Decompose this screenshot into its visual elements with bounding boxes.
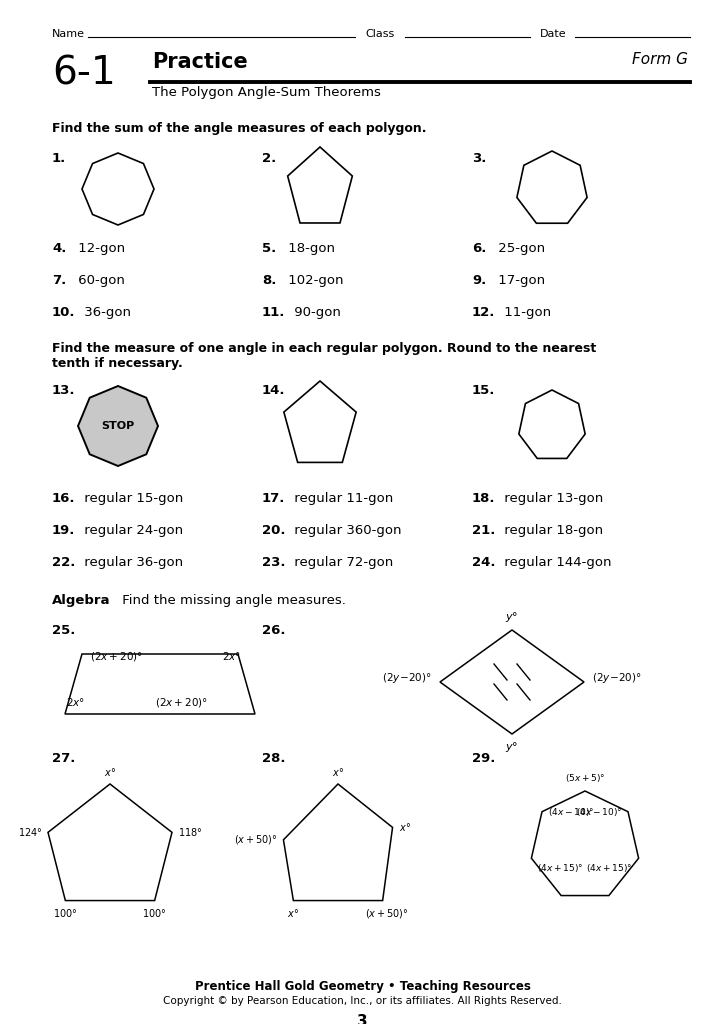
Text: Find the measure of one angle in each regular polygon. Round to the nearest
tent: Find the measure of one angle in each re… bbox=[52, 342, 596, 370]
Text: regular 15-gon: regular 15-gon bbox=[80, 492, 183, 505]
Polygon shape bbox=[517, 151, 587, 223]
Text: 36-gon: 36-gon bbox=[80, 306, 131, 319]
Text: $118°$: $118°$ bbox=[178, 826, 202, 839]
Text: 9.: 9. bbox=[472, 274, 486, 287]
Text: Class: Class bbox=[365, 29, 394, 39]
Text: 12.: 12. bbox=[472, 306, 495, 319]
Text: 4.: 4. bbox=[52, 242, 67, 255]
Text: 16.: 16. bbox=[52, 492, 75, 505]
Text: $(4x-10)°$: $(4x-10)°$ bbox=[576, 806, 622, 818]
Text: $2x°$: $2x°$ bbox=[222, 650, 241, 662]
Text: Prentice Hall Gold Geometry • Teaching Resources: Prentice Hall Gold Geometry • Teaching R… bbox=[194, 980, 531, 993]
Text: regular 24-gon: regular 24-gon bbox=[80, 524, 183, 537]
Text: $y°$: $y°$ bbox=[505, 740, 518, 754]
Text: $x°$: $x°$ bbox=[399, 821, 410, 834]
Text: 21.: 21. bbox=[472, 524, 495, 537]
Text: 6-1: 6-1 bbox=[52, 54, 116, 92]
Text: $(5x+5)°$: $(5x+5)°$ bbox=[565, 772, 605, 784]
Text: $x°$: $x°$ bbox=[332, 766, 344, 778]
Text: $100°$: $100°$ bbox=[142, 906, 167, 919]
Text: 26.: 26. bbox=[262, 624, 286, 637]
Text: 102-gon: 102-gon bbox=[284, 274, 344, 287]
Text: regular 36-gon: regular 36-gon bbox=[80, 556, 183, 569]
Polygon shape bbox=[288, 147, 352, 223]
Text: $124°$: $124°$ bbox=[17, 826, 42, 839]
Text: 10.: 10. bbox=[52, 306, 75, 319]
Text: 27.: 27. bbox=[52, 752, 75, 765]
Text: 20.: 20. bbox=[262, 524, 286, 537]
Text: $y°$: $y°$ bbox=[505, 610, 518, 624]
Text: 3.: 3. bbox=[472, 152, 486, 165]
Polygon shape bbox=[519, 390, 585, 459]
Text: 2.: 2. bbox=[262, 152, 276, 165]
Text: regular 11-gon: regular 11-gon bbox=[290, 492, 393, 505]
Text: $2x°$: $2x°$ bbox=[66, 696, 85, 708]
Text: $(x + 50)°$: $(x + 50)°$ bbox=[365, 906, 408, 920]
Text: 60-gon: 60-gon bbox=[74, 274, 125, 287]
Text: 25.: 25. bbox=[52, 624, 75, 637]
Text: regular 360-gon: regular 360-gon bbox=[290, 524, 402, 537]
Text: The Polygon Angle-Sum Theorems: The Polygon Angle-Sum Theorems bbox=[152, 86, 381, 99]
Text: $(4x+15)°$: $(4x+15)°$ bbox=[587, 862, 633, 874]
Text: 22.: 22. bbox=[52, 556, 75, 569]
Text: Form G: Form G bbox=[632, 52, 688, 67]
Polygon shape bbox=[78, 386, 158, 466]
Text: 29.: 29. bbox=[472, 752, 495, 765]
Text: 12-gon: 12-gon bbox=[74, 242, 125, 255]
Text: 24.: 24. bbox=[472, 556, 495, 569]
Text: Date: Date bbox=[540, 29, 567, 39]
Text: 5.: 5. bbox=[262, 242, 276, 255]
Polygon shape bbox=[283, 784, 392, 900]
Text: Copyright © by Pearson Education, Inc., or its affiliates. All Rights Reserved.: Copyright © by Pearson Education, Inc., … bbox=[163, 996, 562, 1006]
Polygon shape bbox=[65, 654, 255, 714]
Text: 15.: 15. bbox=[472, 384, 495, 397]
Text: 11-gon: 11-gon bbox=[500, 306, 551, 319]
Text: regular 13-gon: regular 13-gon bbox=[500, 492, 603, 505]
Text: $(2y \! - \! 20)°$: $(2y \! - \! 20)°$ bbox=[382, 671, 432, 685]
Text: 13.: 13. bbox=[52, 384, 75, 397]
Text: 7.: 7. bbox=[52, 274, 66, 287]
Text: $(2y \! - \! 20)°$: $(2y \! - \! 20)°$ bbox=[592, 671, 642, 685]
Text: 8.: 8. bbox=[262, 274, 276, 287]
Text: 11.: 11. bbox=[262, 306, 286, 319]
Text: 6.: 6. bbox=[472, 242, 486, 255]
Polygon shape bbox=[82, 153, 154, 225]
Text: Name: Name bbox=[52, 29, 85, 39]
Text: Algebra: Algebra bbox=[52, 594, 110, 607]
Text: 18-gon: 18-gon bbox=[284, 242, 335, 255]
Polygon shape bbox=[284, 381, 356, 463]
Text: 1.: 1. bbox=[52, 152, 66, 165]
Text: Practice: Practice bbox=[152, 52, 248, 72]
Text: 90-gon: 90-gon bbox=[290, 306, 341, 319]
Text: 23.: 23. bbox=[262, 556, 286, 569]
Text: 17.: 17. bbox=[262, 492, 286, 505]
Polygon shape bbox=[48, 784, 172, 900]
Text: $(x + 50)°$: $(x + 50)°$ bbox=[233, 834, 278, 846]
Text: $x°$: $x°$ bbox=[287, 906, 299, 919]
Text: $(4x-10)°$: $(4x-10)°$ bbox=[548, 806, 594, 818]
Text: $(2x + 20)°$: $(2x + 20)°$ bbox=[90, 650, 143, 663]
Text: $x°$: $x°$ bbox=[104, 766, 116, 778]
Text: Find the sum of the angle measures of each polygon.: Find the sum of the angle measures of ea… bbox=[52, 122, 426, 135]
Text: $(4x+15)°$: $(4x+15)°$ bbox=[537, 862, 584, 874]
Text: 3: 3 bbox=[357, 1014, 368, 1024]
Text: 18.: 18. bbox=[472, 492, 495, 505]
Text: 14.: 14. bbox=[262, 384, 286, 397]
Text: 25-gon: 25-gon bbox=[494, 242, 545, 255]
Text: $(2x + 20)°$: $(2x + 20)°$ bbox=[155, 696, 208, 709]
Text: $100°$: $100°$ bbox=[53, 906, 78, 919]
Polygon shape bbox=[440, 630, 584, 734]
Polygon shape bbox=[531, 791, 639, 896]
Text: 19.: 19. bbox=[52, 524, 75, 537]
Text: regular 144-gon: regular 144-gon bbox=[500, 556, 611, 569]
Text: regular 18-gon: regular 18-gon bbox=[500, 524, 603, 537]
Text: regular 72-gon: regular 72-gon bbox=[290, 556, 393, 569]
Text: Find the missing angle measures.: Find the missing angle measures. bbox=[118, 594, 346, 607]
Text: 28.: 28. bbox=[262, 752, 286, 765]
Text: STOP: STOP bbox=[102, 421, 135, 431]
Text: 17-gon: 17-gon bbox=[494, 274, 545, 287]
